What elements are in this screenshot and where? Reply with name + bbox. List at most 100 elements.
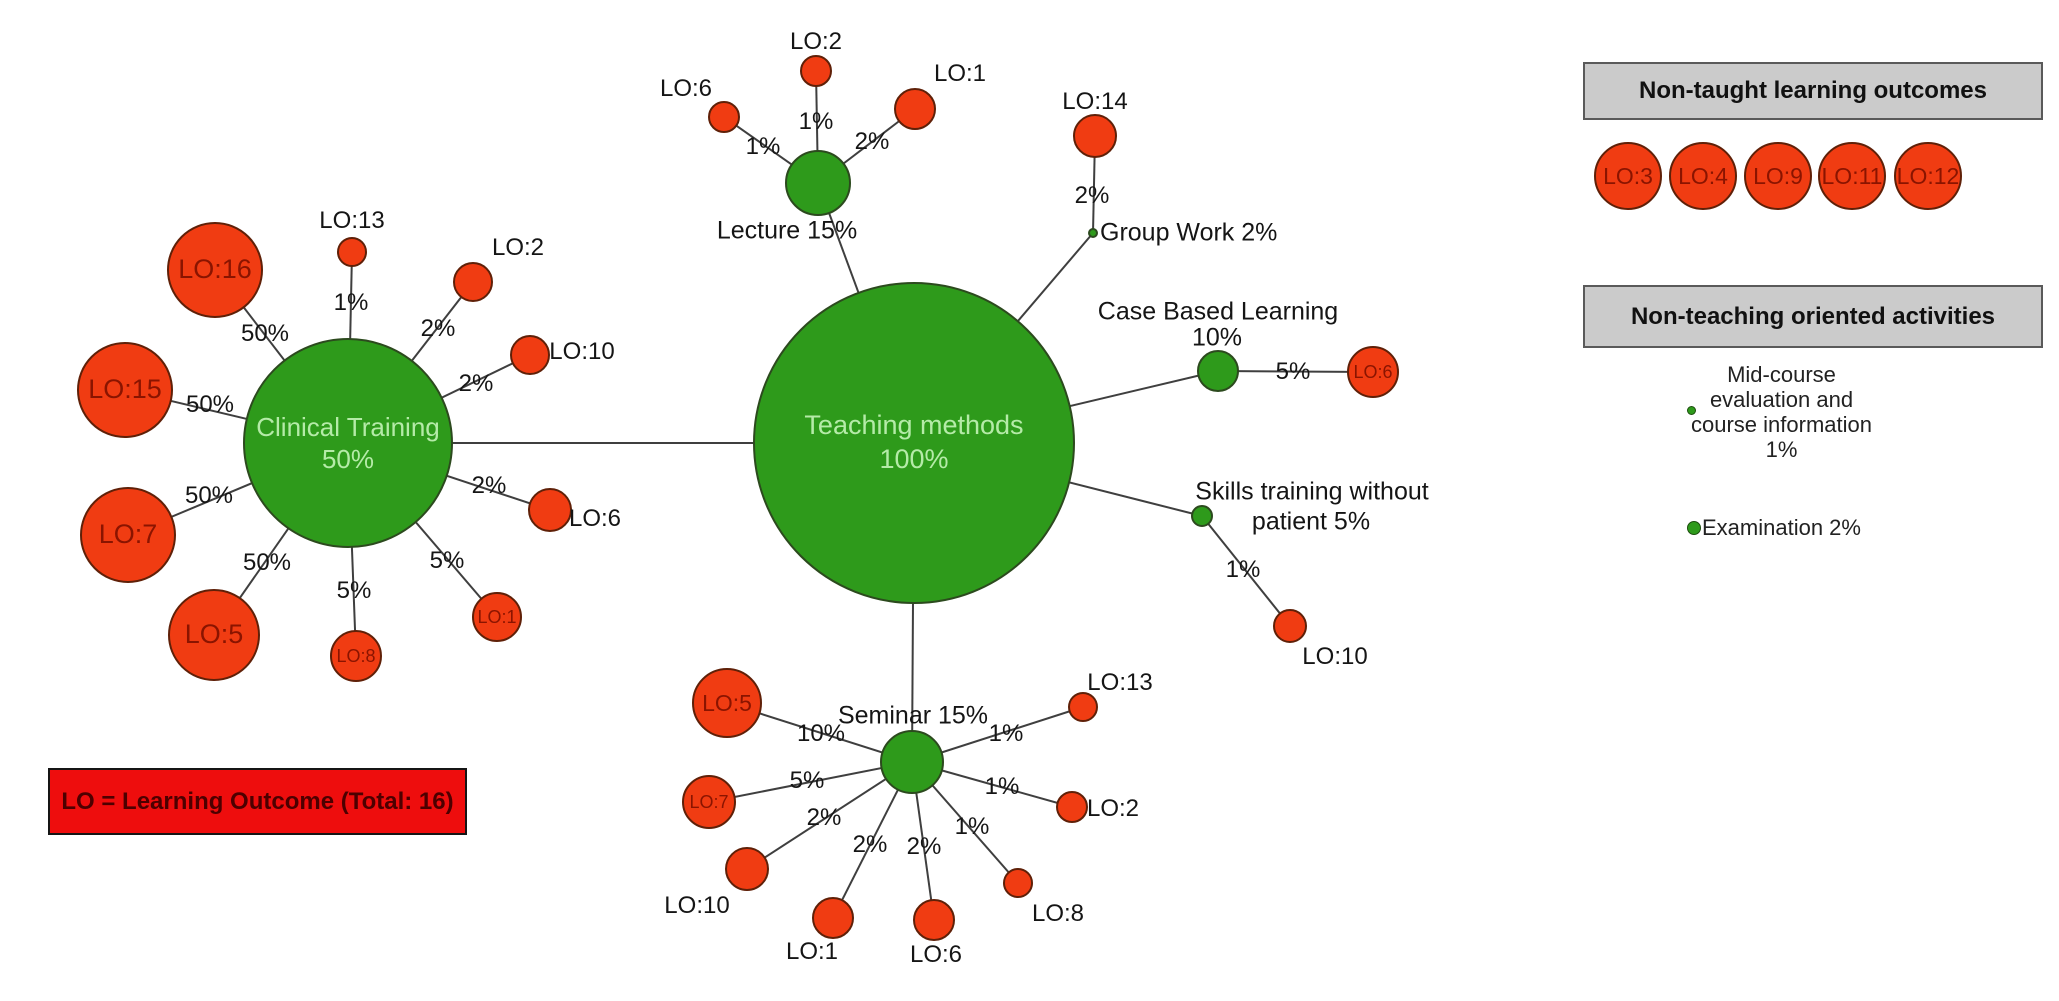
edge-percent-label: 1% [988, 720, 1024, 747]
legend-non-taught-box: Non-taught learning outcomes [1583, 62, 2043, 120]
hub-seminar [880, 730, 944, 794]
lo-node-label: LO:14 [1062, 88, 1128, 115]
hub-group-work [1088, 228, 1098, 238]
edge-percent-label: 5% [336, 577, 372, 604]
examination-legend: Examination 2% [1687, 515, 1861, 541]
legend-non-taught-title: Non-taught learning outcomes [1639, 77, 1987, 104]
lo-node [1056, 791, 1088, 823]
lo-key-text: LO = Learning Outcome (Total: 16) [61, 787, 454, 815]
lo-node [812, 897, 854, 939]
edge-percent-label: 1% [984, 773, 1020, 800]
lo-node [337, 237, 367, 267]
lo-node-label: LO:10 [549, 338, 615, 365]
mid-course-line-4: 1% [1765, 437, 1798, 462]
lo-node [800, 55, 832, 87]
edge-line [1201, 515, 1291, 627]
lo-node [725, 847, 769, 891]
lo-node-label: LO:10 [1302, 643, 1368, 670]
lo-node: LO:8 [330, 630, 382, 682]
edge-percent-label: 5% [789, 767, 825, 794]
hub-name-label: patient 5% [1251, 507, 1371, 536]
lo-node: LO:16 [167, 222, 263, 318]
lo-node [894, 88, 936, 130]
hub-name-label: Lecture 15% [716, 216, 858, 245]
lo-node [708, 101, 740, 133]
lo-node [528, 488, 572, 532]
hub-name-label: Group Work 2% [1100, 218, 1278, 247]
lo-node-label: LO:13 [319, 207, 385, 234]
edge-percent-label: 5% [429, 547, 465, 574]
lo-node-label: LO:1 [785, 938, 839, 965]
edge-percent-label: 2% [1074, 182, 1110, 209]
edge-percent-label: 1% [798, 108, 834, 135]
lo-node-label: LO:6 [568, 505, 622, 532]
edge-line [708, 761, 913, 803]
hub-teaching-methods: Teaching methods 100% [753, 282, 1075, 604]
legend-lo-node: LO:3 [1594, 142, 1662, 210]
edge-percent-label: 2% [471, 472, 507, 499]
legend-activities-title: Non-teaching oriented activities [1630, 302, 1996, 330]
edge-percent-label: 1% [333, 289, 369, 316]
lo-node [1273, 609, 1307, 643]
legend-lo-node: LO:4 [1669, 142, 1737, 210]
lo-node [1068, 692, 1098, 722]
lo-node-label: LO:2 [491, 234, 545, 261]
hub-name-label: Skills training without [1195, 477, 1429, 506]
edge-percent-label: 5% [1275, 358, 1311, 385]
edge-percent-label: 10% [796, 720, 846, 747]
lo-node: LO:15 [77, 342, 173, 438]
examination-dot [1687, 521, 1701, 535]
mid-course-legend-text: Mid-course evaluation and course informa… [1671, 362, 1892, 462]
hub-name-label: 10% [1191, 323, 1243, 352]
examination-label: Examination 2% [1702, 515, 1861, 540]
lo-node-label: LO:13 [1087, 669, 1153, 696]
hub-skills-training [1191, 505, 1213, 527]
lo-node [1003, 868, 1033, 898]
hub-clinical-training: Clinical Training 50% [243, 338, 453, 548]
legend-lo-node: LO:12 [1894, 142, 1962, 210]
edge-percent-label: 2% [458, 370, 494, 397]
mid-course-line-1: Mid-course [1727, 362, 1836, 387]
lo-key-box: LO = Learning Outcome (Total: 16) [48, 768, 467, 835]
lo-node-label: LO:2 [1086, 795, 1140, 822]
lo-node [1073, 114, 1117, 158]
legend-lo-node: LO:11 [1818, 142, 1886, 210]
edge-percent-label: 2% [854, 128, 890, 155]
lo-node: LO:5 [168, 589, 260, 681]
lo-node-label: LO:8 [1031, 900, 1085, 927]
lo-node [913, 899, 955, 941]
lo-node: LO:5 [692, 668, 762, 738]
lo-node: LO:1 [472, 592, 522, 642]
lo-node-label: LO:6 [659, 75, 713, 102]
edge-percent-label: 1% [1225, 556, 1261, 583]
lo-node: LO:7 [682, 775, 736, 829]
hub-name-label: Case Based Learning [1097, 297, 1339, 326]
hub-lecture [785, 150, 851, 216]
lo-node-label: LO:2 [789, 28, 843, 55]
hub-label-line: Teaching methods [804, 410, 1024, 441]
edge-percent-label: 1% [745, 133, 781, 160]
lo-node-label: LO:1 [933, 60, 987, 87]
edge-percent-label: 1% [954, 813, 990, 840]
edge-percent-label: 2% [852, 831, 888, 858]
edge-percent-label: 2% [806, 804, 842, 831]
hub-case-based-learning [1197, 350, 1239, 392]
lo-node: LO:6 [1347, 346, 1399, 398]
edge-percent-label: 2% [906, 833, 942, 860]
mid-course-dot [1687, 406, 1696, 415]
mid-course-line-3: course information [1691, 412, 1872, 437]
edge-percent-label: 50% [184, 482, 234, 509]
lo-node [453, 262, 493, 302]
lo-node [510, 335, 550, 375]
hub-name-label: Seminar 15% [837, 701, 989, 730]
edge-percent-label: 50% [240, 320, 290, 347]
mid-course-line-2: evaluation and [1709, 387, 1854, 412]
edge-percent-label: 2% [420, 315, 456, 342]
hub-label-line: 100% [879, 444, 949, 474]
legend-lo-node: LO:9 [1744, 142, 1812, 210]
hub-label-line: Clinical Training 50% [256, 411, 440, 475]
lo-node-label: LO:6 [909, 941, 963, 968]
edge-percent-label: 50% [185, 391, 235, 418]
legend-activities-box: Non-teaching oriented activities [1583, 285, 2043, 348]
